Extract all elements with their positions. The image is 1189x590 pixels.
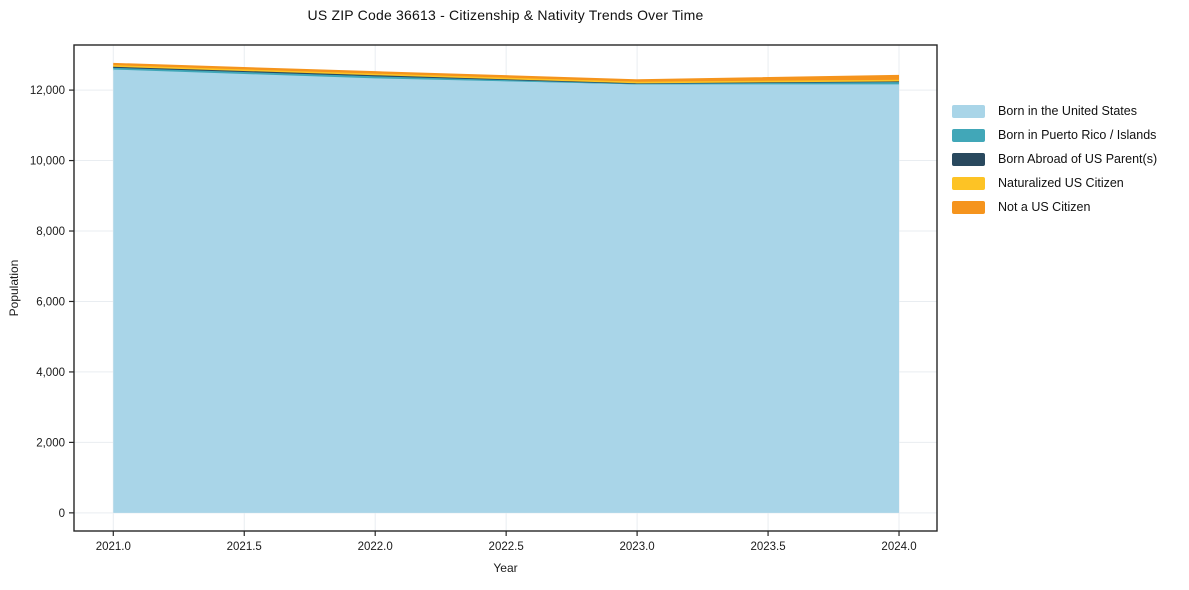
x-axis-title: Year (493, 561, 518, 575)
legend-swatch-icon (952, 176, 985, 190)
y-tick-label: 0 (59, 508, 65, 520)
area-edge-3 (113, 65, 900, 84)
x-tick-label: 2021.0 (96, 541, 131, 553)
y-tick-label: 10,000 (30, 156, 65, 168)
x-tick-label: 2022.0 (358, 541, 393, 553)
y-tick-label: 2,000 (36, 437, 65, 449)
area-series-0 (113, 70, 900, 513)
legend-swatch-icon (952, 152, 985, 166)
legend-item-1: Born in Puerto Rico / Islands (952, 128, 1157, 142)
y-tick-label: 12,000 (30, 85, 65, 97)
x-tick-label: 2023.0 (620, 541, 655, 553)
y-tick-label: 4,000 (36, 367, 65, 379)
legend-label: Naturalized US Citizen (998, 176, 1124, 190)
legend: Born in the United States Born in Puerto … (952, 104, 1157, 214)
legend-swatch-icon (952, 128, 985, 142)
legend-label: Born in the United States (998, 104, 1137, 118)
x-tick-label: 2024.0 (881, 541, 916, 553)
x-tick-label: 2022.5 (489, 541, 524, 553)
legend-item-2: Born Abroad of US Parent(s) (952, 152, 1157, 166)
area-edge-0 (113, 69, 900, 86)
y-tick-label: 6,000 (36, 296, 65, 308)
legend-swatch-icon (952, 200, 985, 214)
y-axis-title: Population (7, 259, 21, 317)
legend-label: Born in Puerto Rico / Islands (998, 128, 1157, 142)
area-edge-4 (113, 62, 900, 81)
legend-label: Not a US Citizen (998, 200, 1091, 214)
legend-item-3: Naturalized US Citizen (952, 176, 1157, 190)
chart-title: US ZIP Code 36613 - Citizenship & Nativi… (307, 7, 704, 23)
legend-item-4: Not a US Citizen (952, 200, 1157, 214)
plot-frame (73, 44, 938, 532)
x-tick-label: 2023.5 (750, 541, 785, 553)
y-tick-label: 8,000 (36, 226, 65, 238)
legend-label: Born Abroad of US Parent(s) (998, 152, 1158, 166)
legend-item-0: Born in the United States (952, 104, 1157, 118)
legend-swatch-icon (952, 104, 985, 118)
x-tick-label: 2021.5 (227, 541, 262, 553)
